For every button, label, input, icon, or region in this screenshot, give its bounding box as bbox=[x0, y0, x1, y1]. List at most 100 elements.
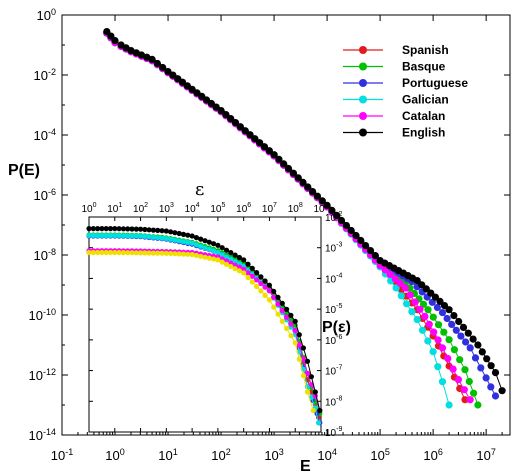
inset-data-point bbox=[133, 226, 139, 232]
main-data-point bbox=[452, 326, 460, 334]
main-y-tick-label: 10-8 bbox=[34, 247, 56, 263]
inset-data-point bbox=[189, 240, 195, 246]
inset-y-axis-label: P(ε) bbox=[322, 319, 351, 336]
main-data-point bbox=[419, 300, 428, 308]
main-x-tick-label: 10-1 bbox=[51, 447, 73, 463]
inset-data-point bbox=[90, 232, 96, 239]
inset-data-point bbox=[168, 236, 174, 242]
inset-data-point bbox=[245, 270, 251, 276]
main-data-point bbox=[434, 363, 442, 371]
inset-data-point bbox=[292, 328, 298, 334]
main-y-axis-label: P(E) bbox=[8, 162, 40, 179]
inset-x-tick-label: 109 bbox=[313, 202, 328, 215]
inset-x-axis-label: ε bbox=[195, 179, 204, 200]
inset-data-point bbox=[120, 250, 126, 256]
main-data-point bbox=[440, 302, 449, 310]
main-data-point bbox=[386, 270, 394, 278]
main-x-axis-label: E bbox=[300, 458, 311, 473]
main-data-point bbox=[487, 383, 495, 391]
inset-data-point bbox=[155, 250, 161, 256]
main-data-point bbox=[256, 139, 264, 147]
inset-data-point bbox=[236, 254, 242, 261]
legend-marker-galician bbox=[359, 95, 367, 104]
inset-data-point bbox=[86, 249, 92, 256]
main-data-point bbox=[474, 341, 482, 349]
inset-data-point bbox=[176, 251, 182, 257]
inset-data-point bbox=[107, 226, 114, 232]
inset-data-point bbox=[198, 236, 204, 242]
main-data-point bbox=[454, 376, 462, 384]
main-data-point bbox=[347, 226, 355, 235]
inset-data-point bbox=[103, 232, 109, 239]
legend-marker-english bbox=[359, 128, 367, 137]
inset-data-point bbox=[185, 251, 191, 257]
main-data-point bbox=[434, 336, 442, 344]
main-data-point bbox=[396, 279, 404, 287]
inset-data-point bbox=[125, 226, 131, 232]
main-y-tick-label: 10-10 bbox=[29, 307, 56, 323]
inset-data-point bbox=[312, 389, 318, 395]
main-data-point bbox=[159, 63, 167, 72]
inset-data-point bbox=[142, 250, 148, 256]
main-x-tick-label: 102 bbox=[211, 447, 230, 463]
inset-data-point bbox=[304, 389, 311, 395]
main-data-point bbox=[459, 323, 468, 331]
inset-data-point bbox=[211, 256, 217, 262]
main-data-point bbox=[443, 314, 451, 323]
inset-data-point bbox=[308, 374, 314, 380]
inset-y-tick-label: 10-2 bbox=[325, 211, 342, 224]
inset-data-point bbox=[249, 265, 255, 271]
main-data-point bbox=[491, 392, 500, 400]
inset-data-point bbox=[206, 246, 212, 252]
main-y-tick-label: 10-14 bbox=[29, 427, 56, 443]
inset-data-point bbox=[266, 297, 272, 303]
main-data-point bbox=[227, 115, 235, 123]
inset-data-point bbox=[292, 318, 298, 324]
inset-data-point bbox=[95, 249, 101, 256]
main-x-tick-label: 105 bbox=[370, 447, 389, 463]
main-y-tick-label: 10-6 bbox=[34, 187, 56, 203]
main-data-point bbox=[457, 332, 465, 340]
inset-data-point bbox=[95, 226, 101, 232]
main-data-point bbox=[425, 320, 433, 328]
main-data-point bbox=[153, 59, 161, 68]
inset-data-point bbox=[150, 227, 156, 233]
main-data-point bbox=[483, 355, 491, 363]
main-data-point bbox=[411, 298, 419, 306]
inset-data-point bbox=[142, 233, 148, 239]
main-data-point bbox=[401, 284, 409, 292]
inset-data-point bbox=[86, 226, 92, 232]
inset-x-tick-label: 105 bbox=[210, 202, 225, 215]
main-data-point bbox=[328, 206, 336, 214]
inset-series-lines bbox=[86, 226, 323, 426]
main-data-point bbox=[471, 354, 480, 362]
inset-data-point bbox=[163, 250, 169, 256]
main-data-point bbox=[362, 242, 370, 250]
inset-data-point bbox=[159, 235, 165, 241]
main-data-point bbox=[450, 346, 458, 354]
inset-data-point bbox=[202, 245, 208, 251]
main-data-point bbox=[438, 378, 447, 386]
inset-x-tick-label: 106 bbox=[236, 202, 251, 215]
inset-data-point bbox=[129, 250, 135, 256]
main-data-point bbox=[498, 387, 506, 395]
inset-data-point bbox=[138, 250, 144, 256]
inset-data-point bbox=[180, 251, 187, 257]
inset-data-point bbox=[279, 318, 285, 324]
main-series-lines bbox=[103, 28, 506, 409]
inset-data-point bbox=[180, 231, 187, 237]
legend-label-catalan: Catalan bbox=[402, 109, 445, 123]
main-y-tick-label: 10-12 bbox=[29, 367, 56, 383]
inset-data-point bbox=[168, 250, 174, 257]
inset-data-point bbox=[112, 232, 118, 239]
legend-label-basque: Basque bbox=[402, 60, 446, 74]
inset-data-point bbox=[206, 255, 212, 261]
inset-data-point bbox=[193, 252, 199, 258]
main-data-point bbox=[313, 192, 321, 200]
inset-data-point bbox=[146, 250, 152, 256]
inset-data-point bbox=[296, 342, 302, 348]
inset-y-tick-label: 10-7 bbox=[325, 365, 342, 378]
main-data-point bbox=[222, 111, 230, 119]
main-data-point bbox=[241, 127, 249, 135]
inset-data-point bbox=[90, 249, 96, 256]
